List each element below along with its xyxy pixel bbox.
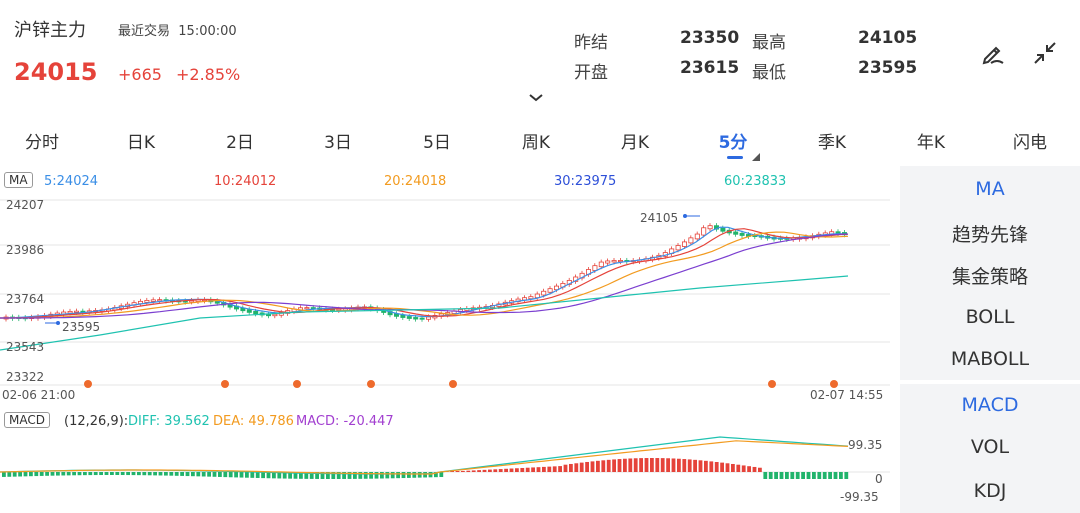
session-label: 最近交易 15:00:00 <box>118 24 237 39</box>
event-markers <box>84 380 838 388</box>
macd-tag[interactable]: MACD <box>4 412 50 428</box>
ma-tag[interactable]: MA <box>4 172 33 188</box>
tab-fenshi[interactable]: 分时 <box>25 133 59 153</box>
macd-axis-top: 99.35 <box>848 438 883 452</box>
tab-month-k[interactable]: 月K <box>620 133 650 153</box>
low-annotation: 23595 <box>62 320 101 334</box>
ma30-value: 30:23975 <box>554 174 617 189</box>
chevron-down-icon[interactable] <box>528 88 544 107</box>
tab-day-k[interactable]: 日K <box>126 133 156 153</box>
macd-dea: DEA: 49.786 <box>213 414 294 429</box>
session-time: 15:00:00 <box>178 24 237 39</box>
price-axis-label: 23322 <box>6 370 45 384</box>
tab-5-day[interactable]: 5日 <box>423 133 451 153</box>
time-axis-start: 02-06 21:00 <box>2 388 76 402</box>
price-axis-label: 23764 <box>6 292 45 306</box>
high-annotation: 24105 <box>640 211 679 225</box>
macd-value: MACD: -20.447 <box>296 414 394 429</box>
panel-divider <box>900 380 1080 384</box>
tab-flash[interactable]: 闪电 <box>1013 133 1047 153</box>
low-value: 23595 <box>858 58 918 78</box>
macd-legend: MACD <box>4 412 50 428</box>
ma-lines <box>0 226 849 351</box>
active-tab-indicator <box>727 156 743 159</box>
indicator-vol[interactable]: VOL <box>970 436 1010 458</box>
indicator-strategy[interactable]: 集金策略 <box>951 266 1028 288</box>
macd-axis-bottom: -99.35 <box>840 490 879 504</box>
tab-5-min[interactable]: 5分 <box>718 133 748 153</box>
tab-3-day[interactable]: 3日 <box>324 133 352 153</box>
prev-settle-label: 昨结 <box>574 33 608 53</box>
ma10-value: 10:24012 <box>214 174 277 189</box>
indicator-trend[interactable]: 趋势先锋 <box>951 224 1028 246</box>
collapse-arrows-icon[interactable] <box>1028 36 1062 70</box>
instrument-title: 沪锌主力 <box>14 20 86 41</box>
indicator-maboll[interactable]: MABOLL <box>950 348 1030 370</box>
price-axis-label: 23543 <box>6 340 45 354</box>
ma5-value: 5:24024 <box>44 174 99 189</box>
dropdown-corner-icon <box>752 146 760 165</box>
high-value: 24105 <box>858 28 918 48</box>
high-label: 最高 <box>752 33 786 53</box>
indicator-kdj[interactable]: KDJ <box>973 480 1007 502</box>
indicator-boll[interactable]: BOLL <box>965 306 1015 328</box>
indicator-panel: MA 趋势先锋 集金策略 BOLL MABOLL MACD VOL KDJ <box>900 166 1080 513</box>
last-price: 24015 <box>14 58 98 86</box>
macd-diff: DIFF: 39.562 <box>128 414 210 429</box>
prev-settle-value: 23350 <box>680 28 740 48</box>
pen-draw-icon[interactable] <box>976 36 1010 70</box>
chart-grid <box>0 199 890 473</box>
indicator-ma[interactable]: MA <box>975 178 1005 200</box>
ma60-value: 60:23833 <box>724 174 787 189</box>
indicator-macd[interactable]: MACD <box>961 394 1019 416</box>
tab-year-k[interactable]: 年K <box>916 133 946 153</box>
open-value: 23615 <box>680 58 740 78</box>
period-tabs: 分时 日K 2日 3日 5日 周K 月K 5分 季K 年K 闪电 <box>0 120 1080 156</box>
ma-legend: MA <box>4 172 33 188</box>
kline-chart[interactable] <box>0 190 890 513</box>
tab-week-k[interactable]: 周K <box>521 133 551 153</box>
tab-season-k[interactable]: 季K <box>817 133 847 153</box>
ma20-value: 20:24018 <box>384 174 447 189</box>
price-change: +665 <box>118 65 162 84</box>
open-label: 开盘 <box>574 63 608 83</box>
price-axis-label: 24207 <box>6 198 45 212</box>
price-axis-label: 23986 <box>6 243 45 257</box>
macd-chart <box>0 436 849 479</box>
price-change-pct: +2.85% <box>176 65 241 84</box>
time-axis-end: 02-07 14:55 <box>810 388 884 402</box>
low-label: 最低 <box>752 63 786 83</box>
tab-2-day[interactable]: 2日 <box>226 133 254 153</box>
macd-params: (12,26,9): <box>64 414 129 429</box>
macd-axis-zero: 0 <box>875 472 883 486</box>
